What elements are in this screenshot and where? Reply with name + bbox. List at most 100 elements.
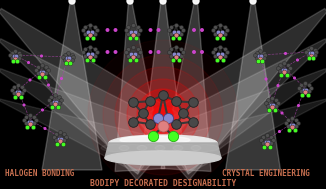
Ellipse shape — [191, 145, 219, 152]
Point — [260, 59, 265, 62]
Point — [287, 67, 292, 70]
Point — [83, 47, 88, 50]
Circle shape — [137, 89, 189, 141]
Point — [267, 145, 272, 148]
Point — [91, 36, 96, 39]
Point — [130, 23, 136, 26]
Point — [214, 36, 219, 39]
Point — [49, 96, 54, 99]
Point — [39, 54, 44, 57]
Point — [263, 140, 268, 143]
Polygon shape — [164, 69, 326, 172]
Point — [129, 52, 134, 55]
Point — [62, 58, 67, 61]
Point — [124, 29, 129, 32]
Point — [69, 58, 74, 61]
Circle shape — [153, 105, 173, 125]
Point — [53, 139, 59, 142]
Point — [137, 29, 142, 32]
Point — [134, 58, 139, 61]
Point — [10, 59, 15, 62]
Point — [286, 125, 291, 128]
Point — [11, 86, 17, 89]
Point — [63, 61, 68, 64]
Point — [15, 92, 21, 95]
Point — [222, 54, 227, 57]
Point — [216, 30, 221, 33]
Point — [264, 134, 270, 137]
Ellipse shape — [109, 135, 217, 151]
Point — [217, 45, 223, 48]
Point — [217, 23, 223, 26]
Point — [105, 50, 110, 53]
Point — [268, 136, 274, 139]
Point — [303, 90, 308, 93]
Point — [190, 101, 196, 104]
Point — [217, 55, 223, 58]
Point — [29, 120, 34, 123]
Point — [148, 50, 153, 53]
Point — [129, 30, 134, 33]
Point — [272, 108, 277, 111]
Point — [169, 32, 174, 35]
Point — [45, 69, 51, 72]
Point — [61, 139, 67, 142]
Polygon shape — [226, 0, 280, 170]
Point — [277, 70, 283, 73]
Point — [135, 25, 140, 28]
Point — [275, 67, 281, 70]
Point — [213, 32, 218, 35]
Point — [57, 139, 63, 142]
Point — [256, 55, 261, 58]
Point — [264, 102, 269, 105]
Point — [297, 87, 302, 90]
Point — [89, 52, 94, 55]
Point — [33, 119, 38, 122]
Point — [224, 29, 230, 32]
Point — [16, 56, 21, 59]
Point — [291, 123, 296, 126]
Point — [94, 29, 99, 32]
Point — [36, 72, 41, 75]
Point — [34, 69, 39, 72]
Point — [311, 57, 316, 60]
Point — [66, 51, 71, 54]
Point — [30, 125, 35, 128]
Point — [177, 58, 182, 61]
Point — [273, 99, 278, 102]
Point — [295, 58, 300, 61]
Point — [81, 51, 86, 54]
Point — [16, 51, 21, 54]
Point — [87, 33, 93, 36]
Point — [285, 70, 290, 73]
Circle shape — [103, 55, 223, 175]
Point — [91, 58, 96, 61]
Circle shape — [250, 0, 256, 4]
Point — [301, 88, 306, 91]
Ellipse shape — [119, 145, 147, 152]
Point — [56, 101, 62, 105]
Polygon shape — [0, 69, 162, 172]
Point — [221, 58, 226, 61]
Point — [58, 99, 63, 102]
Point — [262, 145, 267, 148]
Point — [150, 135, 156, 138]
Point — [27, 114, 33, 117]
Point — [277, 130, 282, 133]
Point — [260, 142, 266, 145]
Point — [19, 91, 24, 94]
Point — [175, 30, 180, 33]
Point — [296, 104, 301, 107]
Point — [213, 25, 218, 28]
Point — [293, 125, 299, 128]
Polygon shape — [154, 39, 326, 174]
Point — [15, 84, 21, 87]
Point — [59, 137, 64, 140]
Point — [259, 55, 264, 58]
Polygon shape — [42, 0, 102, 170]
Point — [170, 36, 175, 39]
Point — [258, 57, 263, 60]
Point — [13, 95, 18, 98]
Point — [83, 25, 88, 28]
Point — [175, 52, 180, 55]
